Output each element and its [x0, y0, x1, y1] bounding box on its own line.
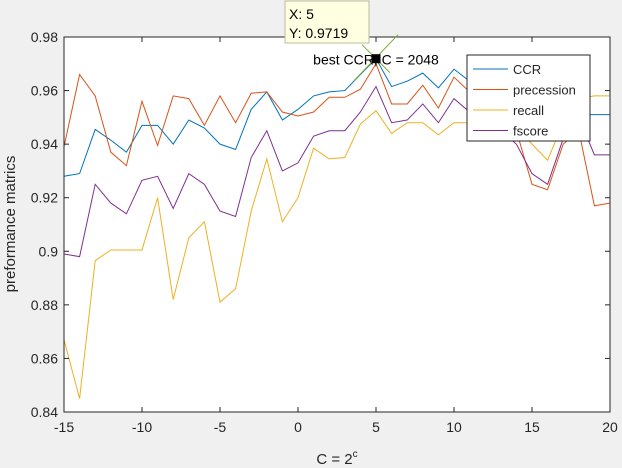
ticks-layer: -15 -10 -5 0 5 10 15 20 0.84 0.86 0.88 0.9 0.92 0.94 0…: [31, 29, 618, 435]
series-line-fscore: [63, 85, 610, 258]
x-tick-label: 5: [372, 419, 380, 435]
legend-label-fscore: fscore: [513, 124, 548, 139]
x-tick-label: 10: [446, 419, 462, 435]
x-tick-label: 15: [524, 419, 540, 435]
datatip-box[interactable]: X: 5 Y: 0.9719: [284, 0, 370, 44]
datatip-x-value: X: 5: [289, 6, 314, 22]
datatip-y-value: Y: 0.9719: [289, 25, 348, 41]
legend-label-recall: recall: [513, 103, 544, 118]
y-tick-label: 0.92: [31, 190, 58, 206]
x-tick-label: -10: [132, 419, 152, 435]
y-axis-label: preformance matrics: [2, 156, 19, 293]
x-tick-label: 0: [294, 419, 302, 435]
y-tick-label: 0.96: [31, 83, 58, 99]
x-axis-label-exponent: c: [353, 449, 358, 460]
x-tick-label: 20: [602, 419, 618, 435]
y-tick-label: 0.86: [31, 350, 58, 366]
y-tick-label: 0.94: [31, 136, 58, 152]
legend-label-ccr: CCR: [513, 62, 541, 77]
x-tick-label: -5: [214, 419, 227, 435]
y-tick-label: 0.88: [31, 297, 58, 313]
datatip-marker[interactable]: [371, 54, 381, 64]
x-tick-label: -15: [54, 419, 74, 435]
x-axis-label: C = 2c: [316, 449, 357, 468]
x-axis-label-base: C = 2: [316, 451, 352, 468]
y-tick-label: 0.9: [39, 243, 59, 259]
legend: CCR precession recall fscore: [466, 54, 591, 142]
legend-label-precession: precession: [513, 83, 576, 98]
y-tick-label: 0.98: [31, 29, 58, 45]
y-tick-label: 0.84: [31, 404, 58, 420]
